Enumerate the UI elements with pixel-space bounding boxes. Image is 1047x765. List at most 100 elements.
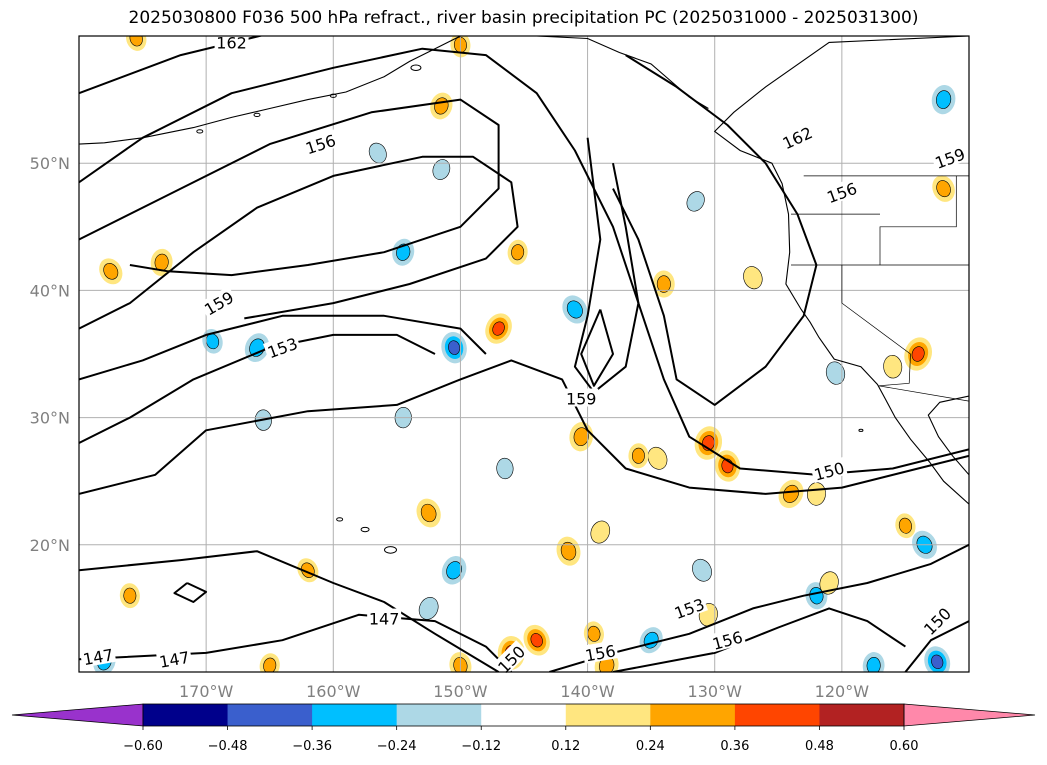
lon-tick-label: 160°W <box>306 682 361 701</box>
lat-tick-label: 40°N <box>30 281 70 300</box>
colorbar-tick-label: 0.36 <box>720 739 749 754</box>
precip-cell <box>862 652 885 672</box>
colorbar-tick-label: −0.48 <box>208 739 248 754</box>
island <box>410 64 422 72</box>
figure-title: 2025030800 F036 500 hPa refract., river … <box>128 8 919 28</box>
island <box>384 546 397 554</box>
precip-cell <box>628 443 649 469</box>
coastline-segment <box>79 36 461 145</box>
colorbar: −0.60 −0.48 −0.36 −0.24 −0.12 0.12 0.24 0.36 0.4… <box>11 703 1036 754</box>
political-border <box>878 385 969 402</box>
contour-label-background <box>214 32 249 51</box>
contour-label: 159 <box>566 390 597 409</box>
contour-label: 147 <box>158 648 191 672</box>
refractivity-contour-line <box>79 359 969 495</box>
lon-tick-label: 120°W <box>815 682 870 701</box>
island <box>858 428 864 432</box>
precip-cell <box>416 498 441 528</box>
refractivity-contour-line <box>612 54 818 406</box>
refractivity-contour-line <box>79 550 500 672</box>
coastline-segment <box>460 36 709 109</box>
precip-cell <box>806 482 826 506</box>
precip-cell <box>819 571 839 595</box>
lon-tick-label: 130°W <box>688 682 743 701</box>
island <box>329 93 337 98</box>
colorbar-tick-label: −0.60 <box>123 739 163 754</box>
colorbar-tick-label: −0.36 <box>292 739 332 754</box>
contour-label-background <box>301 129 340 157</box>
precip-cell <box>590 520 611 544</box>
contour-label: 159 <box>932 144 967 172</box>
refractivity-contour-line <box>580 309 614 387</box>
colorbar-tick-label: 0.24 <box>636 739 665 754</box>
precip-cell <box>392 238 415 266</box>
contour-label-background <box>930 142 969 172</box>
refractivity-contour-line <box>549 543 969 672</box>
precip-cell <box>556 536 581 566</box>
contour-label-background <box>822 177 861 206</box>
precip-cell <box>297 558 319 583</box>
contour-label-background <box>581 640 619 664</box>
contour-label-background <box>155 646 193 671</box>
precip-cell <box>692 558 712 582</box>
refractivity-contour-line <box>79 314 487 381</box>
island <box>253 112 261 118</box>
contour-label: 162 <box>216 33 247 52</box>
precip-cell <box>150 248 173 276</box>
contour-label: 156 <box>710 628 744 654</box>
refractivity-contour-line <box>79 155 519 330</box>
refractivity-contour-line <box>904 620 969 672</box>
political-border <box>841 265 911 387</box>
contour-label-background <box>810 456 848 484</box>
precip-cell <box>931 84 956 115</box>
coastline-segment <box>927 395 969 476</box>
colorbar-tick-label: 0.48 <box>805 739 834 754</box>
refractivity-contour-line <box>573 137 640 394</box>
refractivity-contour-line <box>79 98 500 277</box>
precip-cell <box>883 355 903 379</box>
precip-cell <box>569 422 594 452</box>
precip-cell <box>368 142 387 164</box>
precip-cell <box>441 555 467 585</box>
precip-cell <box>895 513 916 539</box>
precip-cell <box>259 653 280 672</box>
colorbar-segment <box>565 704 651 726</box>
precip-cell <box>418 597 439 620</box>
contour-label-background <box>564 388 599 407</box>
map-frame <box>78 35 970 673</box>
lat-tick-label: 20°N <box>30 536 70 555</box>
precip-cell <box>441 331 467 364</box>
precip-cell <box>125 36 147 51</box>
precipitation-shading <box>93 36 956 672</box>
colorbar-segment <box>143 704 229 726</box>
precip-cell <box>119 583 140 609</box>
refractivity-contour-line <box>612 607 906 672</box>
island <box>360 526 370 533</box>
refractivity-contours <box>79 36 969 672</box>
precip-cell <box>825 361 846 385</box>
precip-cell <box>485 313 512 344</box>
contour-label-background <box>492 640 529 677</box>
contour-label-background <box>263 332 302 361</box>
island <box>336 517 344 522</box>
precip-cell <box>432 159 451 180</box>
precip-cell <box>743 266 763 290</box>
contour-label: 150 <box>920 604 955 639</box>
contour-label: 153 <box>265 334 300 362</box>
contour-label-background <box>918 602 955 639</box>
precip-cell <box>778 479 804 509</box>
lon-tick-label: 150°W <box>433 682 488 701</box>
colorbar-tick-label: −0.24 <box>377 739 417 754</box>
coastline-segment <box>713 36 969 505</box>
precip-cell <box>523 624 550 656</box>
precip-cell <box>924 646 951 672</box>
lon-tick-label: 140°W <box>560 682 615 701</box>
contour-label-background <box>708 626 746 653</box>
lon-tick-label: 170°W <box>179 682 234 701</box>
precip-cell <box>714 450 741 482</box>
lat-tick-label: 50°N <box>30 154 70 173</box>
island <box>196 129 204 134</box>
colorbar-segment <box>227 704 313 726</box>
colorbar-frame <box>142 703 905 727</box>
